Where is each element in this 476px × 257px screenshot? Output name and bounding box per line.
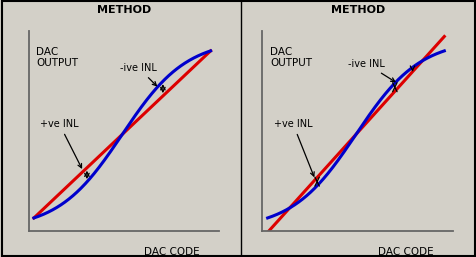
Text: INL ABSOLUTE
METHOD: INL ABSOLUTE METHOD [312,0,402,15]
Text: -ive INL: -ive INL [120,63,157,86]
Text: +ve INL: +ve INL [40,119,81,168]
Text: DAC
OUTPUT: DAC OUTPUT [269,47,311,68]
Text: +ve INL: +ve INL [273,119,314,176]
Text: DAC CODE: DAC CODE [144,247,199,257]
Text: -ive INL: -ive INL [347,59,394,82]
Text: INL END-POINT
METHOD: INL END-POINT METHOD [77,0,170,15]
Text: DAC
OUTPUT: DAC OUTPUT [36,47,78,68]
Text: DAC CODE: DAC CODE [377,247,432,257]
